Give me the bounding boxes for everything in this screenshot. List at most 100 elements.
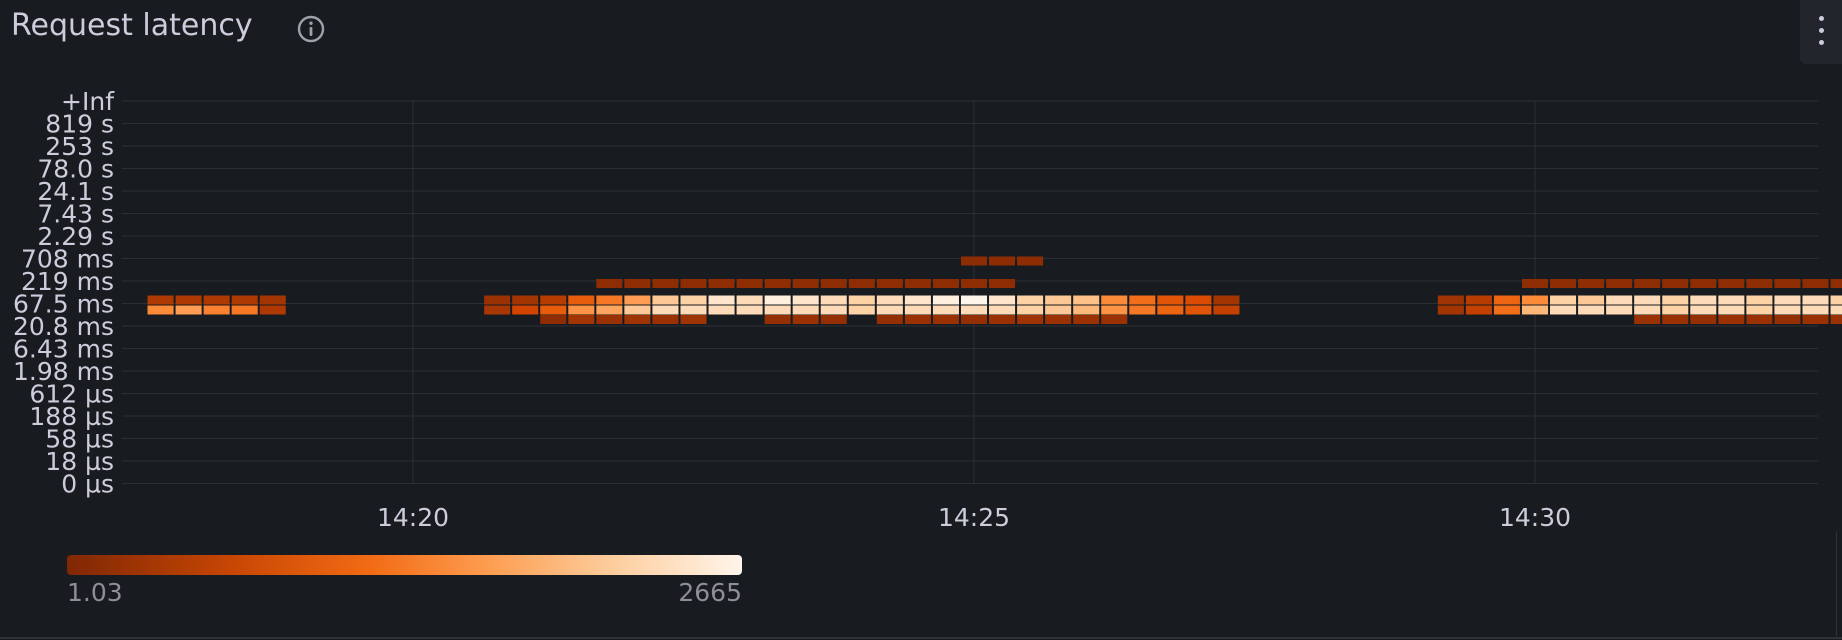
heatmap-cell[interactable] <box>848 279 875 288</box>
heatmap-cell[interactable] <box>989 256 1016 266</box>
heatmap-cell[interactable] <box>652 305 679 315</box>
heatmap-cell[interactable] <box>1578 279 1605 288</box>
heatmap-cell[interactable] <box>1802 315 1829 324</box>
heatmap-cell[interactable] <box>820 315 847 324</box>
heatmap-cell[interactable] <box>989 305 1016 315</box>
heatmap-cell[interactable] <box>1185 305 1212 315</box>
heatmap-cell[interactable] <box>820 279 847 288</box>
heatmap-cell[interactable] <box>147 305 174 315</box>
heatmap-cell[interactable] <box>904 305 931 315</box>
heatmap-cell[interactable] <box>736 305 763 315</box>
heatmap-cell[interactable] <box>652 315 679 324</box>
heatmap-cell[interactable] <box>1774 315 1801 324</box>
heatmap-cell[interactable] <box>708 279 735 288</box>
heatmap-cell[interactable] <box>989 295 1016 305</box>
heatmap-cell[interactable] <box>876 279 903 288</box>
heatmap-cell[interactable] <box>596 305 623 315</box>
heatmap-cell[interactable] <box>1045 305 1072 315</box>
heatmap-cell[interactable] <box>1073 295 1100 305</box>
heatmap-cell[interactable] <box>1101 315 1128 324</box>
heatmap-cell[interactable] <box>708 305 735 315</box>
heatmap-cell[interactable] <box>1662 305 1689 315</box>
heatmap-cell[interactable] <box>1465 295 1492 305</box>
heatmap-cell[interactable] <box>1045 315 1072 324</box>
heatmap-cell[interactable] <box>512 295 539 305</box>
heatmap-cell[interactable] <box>1213 295 1240 305</box>
heatmap-cell[interactable] <box>652 295 679 305</box>
heatmap-cell[interactable] <box>708 295 735 305</box>
heatmap-cell[interactable] <box>540 315 567 324</box>
heatmap-cell[interactable] <box>1493 305 1520 315</box>
heatmap-cell[interactable] <box>1550 295 1577 305</box>
heatmap-cell[interactable] <box>1437 295 1464 305</box>
heatmap-cell[interactable] <box>736 295 763 305</box>
heatmap-cell[interactable] <box>1521 279 1549 288</box>
heatmap-cell[interactable] <box>1746 305 1773 315</box>
heatmap-cell[interactable] <box>1634 295 1661 305</box>
heatmap-cell[interactable] <box>1662 295 1689 305</box>
heatmap-cell[interactable] <box>1101 305 1128 315</box>
heatmap-cell[interactable] <box>820 295 847 305</box>
heatmap-cell[interactable] <box>876 295 903 305</box>
heatmap-cell[interactable] <box>1578 295 1605 305</box>
heatmap-cell[interactable] <box>1606 295 1633 305</box>
heatmap-cell[interactable] <box>1634 279 1661 288</box>
heatmap-cell[interactable] <box>1550 279 1577 288</box>
heatmap-cell[interactable] <box>568 295 595 305</box>
heatmap-cell[interactable] <box>960 305 988 315</box>
heatmap-cell[interactable] <box>848 305 875 315</box>
panel-menu-button[interactable] <box>1800 0 1842 64</box>
heatmap-cell[interactable] <box>596 279 623 288</box>
heatmap-cell[interactable] <box>1746 279 1773 288</box>
heatmap-cell[interactable] <box>1774 295 1801 305</box>
heatmap-cell[interactable] <box>1550 305 1577 315</box>
heatmap-cell[interactable] <box>596 315 623 324</box>
heatmap-cell[interactable] <box>1157 305 1184 315</box>
heatmap-cell[interactable] <box>568 315 595 324</box>
heatmap-cell[interactable] <box>820 305 847 315</box>
heatmap-cell[interactable] <box>680 305 707 315</box>
heatmap-cell[interactable] <box>1017 295 1044 305</box>
heatmap-cell[interactable] <box>989 315 1016 324</box>
heatmap-cell[interactable] <box>1690 279 1717 288</box>
heatmap-cell[interactable] <box>1578 305 1605 315</box>
heatmap-cell[interactable] <box>1157 295 1184 305</box>
heatmap-cell[interactable] <box>764 315 791 324</box>
heatmap-cell[interactable] <box>203 305 230 315</box>
heatmap-cell[interactable] <box>1690 305 1717 315</box>
heatmap-cell[interactable] <box>259 295 286 305</box>
heatmap-cell[interactable] <box>540 305 567 315</box>
heatmap-cell[interactable] <box>792 315 819 324</box>
heatmap-cell[interactable] <box>1493 295 1520 305</box>
heatmap-cell[interactable] <box>680 279 707 288</box>
heatmap-cell[interactable] <box>792 305 819 315</box>
heatmap-cell[interactable] <box>1129 295 1156 305</box>
heatmap-cell[interactable] <box>624 279 651 288</box>
heatmap-cell[interactable] <box>624 295 651 305</box>
heatmap-cell[interactable] <box>1718 295 1745 305</box>
heatmap-cell[interactable] <box>1774 279 1801 288</box>
heatmap-cell[interactable] <box>932 315 959 324</box>
heatmap-cell[interactable] <box>568 305 595 315</box>
heatmap-cell[interactable] <box>932 305 959 315</box>
heatmap-cell[interactable] <box>1606 279 1633 288</box>
heatmap-cell[interactable] <box>764 295 791 305</box>
heatmap-cell[interactable] <box>1662 315 1689 324</box>
heatmap-cell[interactable] <box>1521 295 1549 305</box>
heatmap-cell[interactable] <box>764 279 791 288</box>
heatmap-cell[interactable] <box>484 305 511 315</box>
heatmap-cell[interactable] <box>1606 305 1633 315</box>
heatmap-cell[interactable] <box>1690 295 1717 305</box>
heatmap-cell[interactable] <box>175 305 202 315</box>
heatmap-cell[interactable] <box>203 295 230 305</box>
heatmap-cell[interactable] <box>1802 295 1829 305</box>
heatmap-cell[interactable] <box>1017 256 1044 266</box>
heatmap-cell[interactable] <box>1746 315 1773 324</box>
heatmap-cell[interactable] <box>1690 315 1717 324</box>
heatmap-cell[interactable] <box>175 295 202 305</box>
heatmap-cell[interactable] <box>1213 305 1240 315</box>
heatmap-cell[interactable] <box>764 305 791 315</box>
heatmap-cell[interactable] <box>848 295 875 305</box>
heatmap-cell[interactable] <box>680 315 707 324</box>
heatmap-cell[interactable] <box>1746 295 1773 305</box>
